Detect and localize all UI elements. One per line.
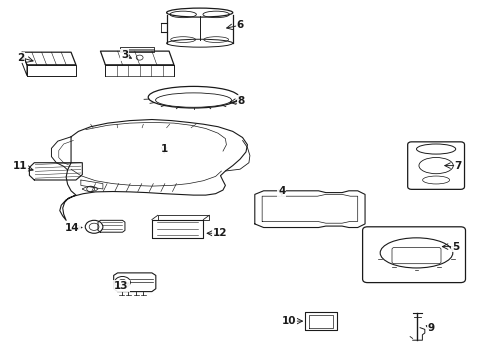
Text: 8: 8 bbox=[238, 96, 245, 106]
Text: 2: 2 bbox=[17, 53, 24, 63]
Text: 7: 7 bbox=[454, 161, 462, 171]
Text: 5: 5 bbox=[452, 242, 459, 252]
Text: 9: 9 bbox=[428, 323, 435, 333]
Text: 1: 1 bbox=[161, 144, 168, 154]
Text: 4: 4 bbox=[278, 186, 286, 196]
Text: 3: 3 bbox=[122, 50, 128, 60]
Text: 10: 10 bbox=[282, 316, 296, 326]
Text: 12: 12 bbox=[213, 228, 228, 238]
Text: 11: 11 bbox=[12, 161, 27, 171]
Text: 6: 6 bbox=[237, 20, 244, 30]
Text: 14: 14 bbox=[65, 222, 80, 233]
Text: 13: 13 bbox=[114, 281, 129, 291]
